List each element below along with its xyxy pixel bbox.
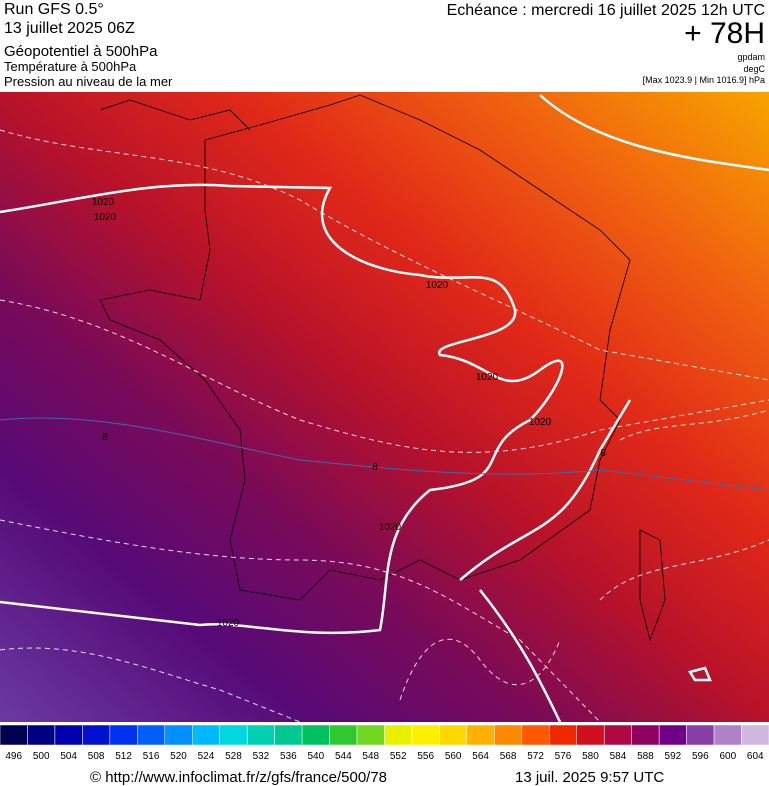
timestamp: 13 juil. 2025 9:57 UTC xyxy=(515,769,664,786)
contour-label: 1020 xyxy=(217,618,240,629)
colorbar-swatch xyxy=(631,724,660,746)
colorbar-swatch xyxy=(521,724,550,746)
colorbar-swatch xyxy=(0,724,28,746)
colorbar-label: 556 xyxy=(417,751,434,762)
colorbar-swatch xyxy=(494,724,523,746)
colorbar-label: 604 xyxy=(747,751,764,762)
colorbar-swatch xyxy=(384,724,413,746)
colorbar-label: 516 xyxy=(143,751,160,762)
pressure-range: [Max 1023.9 | Min 1016.9] hPa xyxy=(643,75,765,85)
colorbar-label: 596 xyxy=(692,751,709,762)
colorbar-label: 568 xyxy=(500,751,517,762)
colorbar-swatch xyxy=(82,724,111,746)
colorbar-label: 528 xyxy=(225,751,242,762)
isobars xyxy=(0,94,769,722)
colorbar-swatch xyxy=(246,724,275,746)
borders xyxy=(99,94,666,642)
colorbar-label: 512 xyxy=(115,751,132,762)
colorbar-swatch xyxy=(329,724,358,746)
colorbar-label: 504 xyxy=(60,751,77,762)
contour-label: 1020 xyxy=(426,280,449,291)
colorbar-swatch xyxy=(549,724,577,746)
colorbar-swatch xyxy=(576,724,605,746)
map-background xyxy=(0,92,769,722)
field-name: Géopotentiel à 500hPa xyxy=(4,43,158,60)
colorbar-swatch xyxy=(54,724,83,746)
colorbar-swatch xyxy=(439,724,468,746)
valid-time: Echéance : mercredi 16 juillet 2025 12h … xyxy=(447,2,765,19)
colorbar-label: 500 xyxy=(33,751,50,762)
map: 1020 1020 1020 1020 1020 1020 1020 8 8 8 xyxy=(0,92,769,722)
colorbar-swatch xyxy=(466,724,495,746)
colorbar-label: 576 xyxy=(555,751,572,762)
contour-label: 1020 xyxy=(94,212,117,223)
source: © http://www.infoclimat.fr/z/gfs/france/… xyxy=(90,769,387,786)
colorbar-label: 564 xyxy=(472,751,489,762)
unit: gpdam xyxy=(737,52,765,62)
colorbar-label: 560 xyxy=(445,751,462,762)
colorbar-swatch xyxy=(356,724,385,746)
colorbar-swatch xyxy=(27,724,56,746)
colorbar-label: 508 xyxy=(88,751,105,762)
colorbar-label: 584 xyxy=(610,751,627,762)
colorbar-swatch xyxy=(219,724,248,746)
colorbar-label: 588 xyxy=(637,751,654,762)
colorbar-swatch xyxy=(658,724,687,746)
contour-label: 1020 xyxy=(379,522,402,533)
colorbar-swatch xyxy=(686,724,715,746)
contour-label: 1020 xyxy=(476,372,499,383)
isotherms xyxy=(0,129,769,722)
colorbar-label: 548 xyxy=(362,751,379,762)
colorbar-label: 536 xyxy=(280,751,297,762)
contour-label: 1020 xyxy=(92,197,115,208)
colorbar-label: 580 xyxy=(582,751,599,762)
colorbar-label: 572 xyxy=(527,751,544,762)
unit: degC xyxy=(743,64,765,74)
colorbar-swatch xyxy=(411,724,440,746)
contour-label: 8 xyxy=(372,462,378,473)
colorbar-label: 600 xyxy=(719,751,736,762)
colorbar-swatch xyxy=(603,724,632,746)
contour-label: 8 xyxy=(600,448,606,459)
colorbar-label: 496 xyxy=(5,751,22,762)
colorbar-swatch xyxy=(109,724,138,746)
colorbar-swatch xyxy=(741,724,769,746)
colorbar-swatch xyxy=(164,724,193,746)
run-date: 13 juillet 2025 06Z xyxy=(4,20,135,37)
colorbar-label: 524 xyxy=(198,751,215,762)
lead-time: + 78H xyxy=(684,17,765,50)
contour-label: 8 xyxy=(102,432,108,443)
run-title: Run GFS 0.5° xyxy=(4,1,104,18)
colorbar-label: 592 xyxy=(665,751,682,762)
colorbar-swatch xyxy=(274,724,303,746)
colorbar-label: 532 xyxy=(253,751,270,762)
colorbar: 496 500 504 508 512 516 520 524 528 532 536 540 544 5… xyxy=(0,724,769,762)
colorbar-label: 544 xyxy=(335,751,352,762)
contour-label: 1020 xyxy=(529,417,552,428)
colorbar-label: 520 xyxy=(170,751,187,762)
colorbar-swatch xyxy=(301,724,330,746)
isotherm-zero xyxy=(0,417,769,491)
colorbar-label: 540 xyxy=(307,751,324,762)
colorbar-swatch xyxy=(192,724,220,746)
colorbar-label: 552 xyxy=(390,751,407,762)
colorbar-swatch xyxy=(137,724,166,746)
colorbar-swatch xyxy=(713,724,742,746)
field-name: Pression au niveau de la mer xyxy=(4,74,173,89)
field-name: Température à 500hPa xyxy=(4,59,137,74)
